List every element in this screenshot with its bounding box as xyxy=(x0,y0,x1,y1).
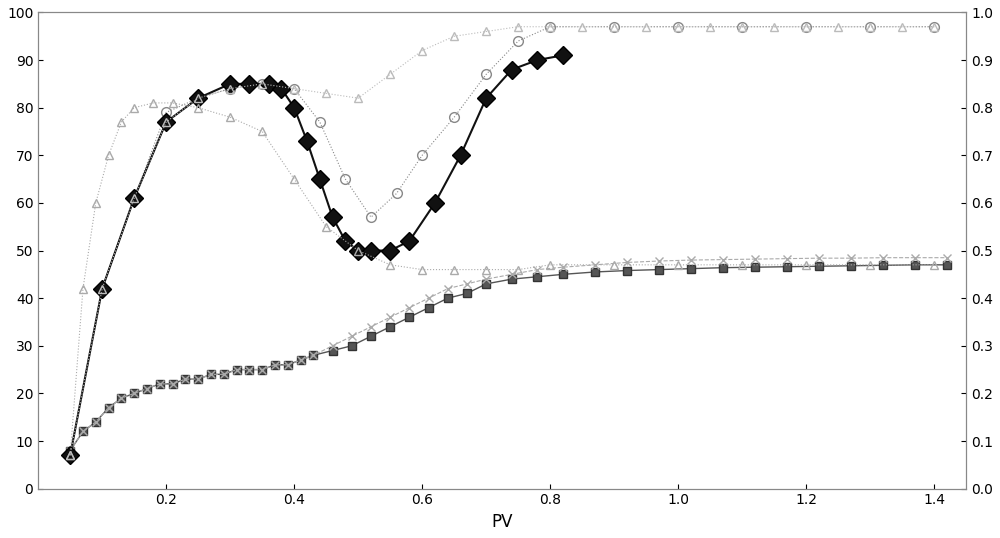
X-axis label: PV: PV xyxy=(491,513,513,531)
